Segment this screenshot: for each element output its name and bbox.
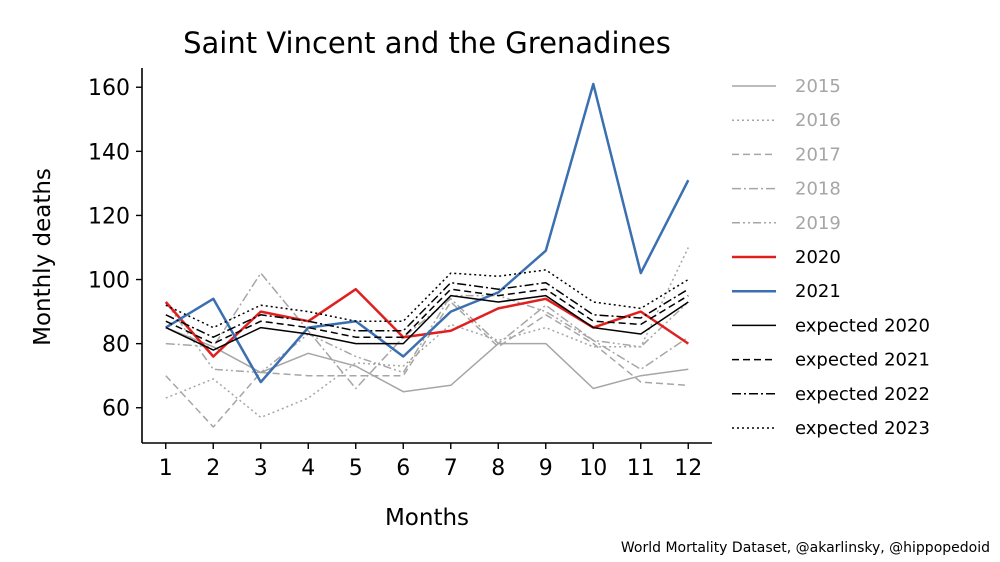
x-tick-label: 12 — [674, 456, 702, 481]
y-tick-label: 60 — [102, 397, 130, 422]
y-tick-label: 80 — [102, 333, 130, 358]
legend-label: expected 2020 — [795, 315, 930, 336]
legend: 2015 2016 2017 2018 2019 2020 2021 expected 202… — [732, 76, 930, 439]
x-tick-label: 9 — [539, 456, 553, 481]
series-line-2016 — [165, 247, 689, 419]
x-tick-label: 7 — [444, 456, 458, 481]
x-tick-label: 10 — [579, 456, 607, 481]
legend-label: expected 2022 — [795, 384, 930, 405]
credit-text: World Mortality Dataset, @akarlinsky, @h… — [620, 540, 990, 556]
series-line-expected-2020 — [165, 294, 689, 351]
legend-label: 2015 — [795, 76, 841, 97]
series-line-expected-2022 — [165, 281, 689, 338]
x-tick-label: 3 — [254, 456, 268, 481]
series-line-expected-2023 — [165, 269, 689, 329]
series-line-expected-2021 — [165, 288, 689, 345]
y-tick-label: 100 — [88, 269, 130, 294]
legend-label: 2019 — [795, 213, 841, 234]
y-tick-label: 140 — [88, 140, 130, 165]
series-line-2018 — [165, 272, 689, 390]
x-tick-label: 6 — [396, 456, 410, 481]
x-tick-label: 4 — [301, 456, 315, 481]
legend-label: 2018 — [795, 179, 841, 200]
x-tick-label: 2 — [206, 456, 220, 481]
y-tick-label: 160 — [88, 76, 130, 101]
x-axis-label: Months — [385, 505, 469, 531]
legend-label: 2020 — [795, 247, 841, 268]
x-tick-label: 11 — [627, 456, 655, 481]
legend-label: 2016 — [795, 110, 841, 131]
x-tick-label: 1 — [159, 456, 173, 481]
y-axis-label: Monthly deaths — [30, 168, 56, 346]
series-line-2015 — [165, 326, 689, 393]
legend-label: 2021 — [795, 281, 841, 302]
legend-label: expected 2021 — [795, 350, 930, 371]
x-tick-label: 8 — [491, 456, 505, 481]
series-line-2021 — [165, 82, 690, 384]
chart-title: Saint Vincent and the Grenadines — [183, 26, 671, 60]
legend-label: expected 2023 — [795, 418, 930, 439]
y-tick-label: 120 — [88, 204, 130, 229]
plot-area — [164, 82, 690, 428]
legend-label: 2017 — [795, 144, 841, 165]
x-tick-label: 5 — [349, 456, 363, 481]
